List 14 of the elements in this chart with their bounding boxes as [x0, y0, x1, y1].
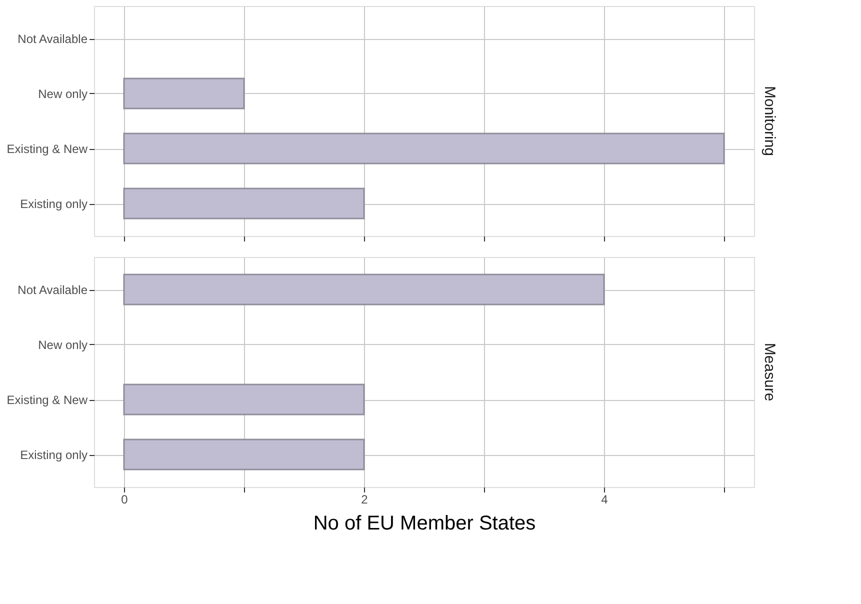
- y-tick-label: New only: [38, 87, 88, 101]
- y-tick-label: Not Available: [18, 283, 88, 297]
- text: Monitoring: [761, 86, 778, 156]
- y-tick-label: Not Available: [18, 32, 88, 46]
- text: Measure: [761, 342, 778, 402]
- x-tick-label: 0: [121, 492, 128, 506]
- y-tick-label: Existing only: [20, 448, 88, 462]
- y-tick-label: Existing & New: [6, 142, 88, 156]
- y-tick-label: Existing only: [20, 197, 88, 211]
- x-tick-label: 4: [601, 492, 608, 506]
- y-tick-label: Existing & New: [6, 393, 88, 407]
- x-axis-title: No of EU Member States: [313, 512, 536, 534]
- x-tick-label: 2: [361, 492, 368, 506]
- y-tick-label: New only: [38, 338, 88, 352]
